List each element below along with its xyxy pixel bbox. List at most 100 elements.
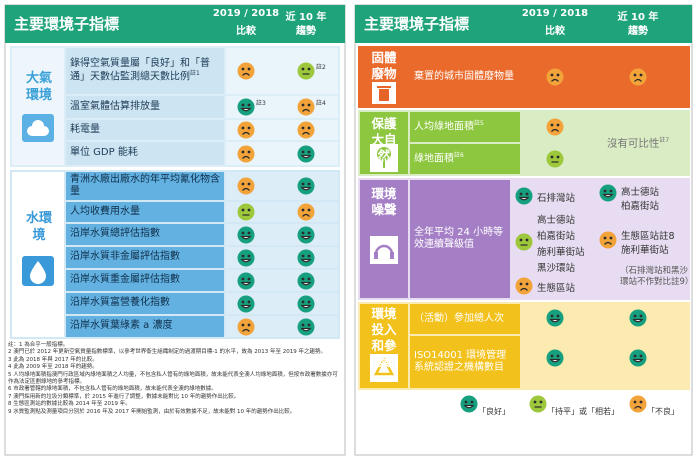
legend-label: 「良好」: [478, 407, 510, 416]
cell: [66, 48, 224, 94]
station: 施利華街站: [621, 245, 669, 256]
station: 生態區站註8: [621, 231, 675, 242]
face: [297, 249, 315, 266]
note-ref: 註3: [256, 100, 266, 107]
face: [237, 272, 255, 289]
row-text: 單位 GDP 能耗: [70, 147, 138, 159]
trend-span: 沒有可比性註7: [598, 134, 678, 151]
row-text-wrap: 單位 GDP 能耗: [70, 147, 138, 160]
face: [237, 145, 255, 162]
cell: [66, 96, 224, 118]
legend-label: 「不良」: [647, 407, 679, 416]
row-text-wrap: 沿岸水質非金屬評估指數: [70, 251, 180, 264]
note: 5 人均綠地面積指澳門行政區域內綠地面積之人均量，不包含私人管有的綠地面積，故未…: [8, 371, 338, 386]
row-text-wrap: 棄置的城市固體廢物量: [414, 71, 514, 84]
row-text: 全年平均 24 小時等效連續聲級值: [414, 226, 504, 251]
row-text-wrap: 綠地面積註6: [414, 152, 464, 166]
header-compare-sub: 比較: [545, 26, 565, 37]
header-title: 主要環境子指標: [364, 15, 470, 33]
row-text: 沿岸水質重金屬評估指數: [70, 274, 180, 286]
face: [460, 395, 478, 413]
face: [546, 309, 564, 327]
header-trend: 近 10 年: [285, 12, 327, 23]
row-label: 錄得空氣質量屬「良好」和「普通」天數佔監測總天數比例註1: [66, 48, 224, 94]
face: [629, 349, 647, 367]
note: 8 生態區測站的數據比較為 2014 年至 2019 年。: [8, 401, 131, 408]
face: [237, 62, 255, 80]
face: [546, 349, 564, 367]
face: [529, 395, 547, 413]
section-label: 保護大自然: [371, 116, 397, 163]
face: [237, 203, 255, 221]
trend-remark: （石排灣站和黑沙環站不作對比註9）: [620, 266, 694, 287]
face: [629, 395, 647, 413]
row-label: ISO14001 環境管理系統認證之機構數目: [410, 336, 520, 388]
row-text: （活動）參加總人次: [414, 312, 504, 324]
row-text-wrap: 青洲水廠出廠水的年平均氰化物含量: [70, 174, 220, 199]
row-label: 耗電量: [66, 120, 224, 140]
face: [237, 318, 255, 335]
notes: 註：1 為合乎一般指標。 2 澳門已於 2012 年更新空氣質量指數標準，以參考世…: [8, 342, 342, 416]
trend-span-text: 沒有可比性: [606, 137, 660, 150]
section-label: 大氣環境: [25, 71, 52, 103]
face: [515, 277, 533, 295]
face: [237, 177, 255, 195]
row-text-wrap: 人均綠地面積註5: [414, 120, 484, 134]
row-text: 人均綠地面積: [414, 121, 474, 133]
row-text: 綠地面積: [414, 153, 454, 165]
face: [546, 118, 564, 136]
row-label: 全年平均 24 小時等效連續聲級值: [410, 180, 510, 298]
note-ref: 註1: [190, 70, 200, 78]
face: [546, 68, 564, 86]
note: 6 市政署管轄的綠地面積，不包含私人管有的綠地面積，故未能代表全澳的綠地數據。: [8, 386, 217, 393]
legend-label: 「持平」或「相若」: [547, 407, 619, 416]
row-text-wrap: 沿岸水質富營養化指數: [70, 297, 170, 310]
station: 石排灣站: [537, 193, 576, 204]
station: 生態區站: [537, 283, 576, 294]
row-text: 錄得空氣質量屬「良好」和「普通」天數佔監測總天數比例: [70, 57, 210, 83]
section-label: 環境投入和參與: [371, 306, 397, 369]
cell: [410, 336, 520, 388]
row-text-wrap: 溫室氣體估算排放量: [70, 101, 160, 114]
section-label: 固體廢物: [371, 50, 397, 81]
cell: [66, 247, 224, 268]
row-text-wrap: ISO14001 環境管理系統認證之機構數目: [414, 350, 516, 375]
row-label: 單位 GDP 能耗: [66, 142, 224, 165]
note: 7 澳門採用新的垃圾分類標準，於 2015 年進行了調整，數據未能對比 10 年…: [8, 393, 240, 400]
row-text-wrap: 錄得空氣質量屬「良好」和「普通」天數佔監測總天數比例註1: [70, 58, 220, 84]
cell: [66, 120, 224, 140]
note-ref: 註7: [659, 137, 670, 144]
cell: [410, 144, 520, 174]
row-label: 人均綠地面積註5: [410, 112, 520, 142]
row-label: 沿岸水質非金屬評估指數: [66, 247, 224, 268]
row-text: 溫室氣體估算排放量: [70, 100, 160, 112]
row-label: 沿岸水質葉綠素 a 濃度: [66, 316, 224, 337]
note: 3 此為 2018 年與 2017 年的比較。: [8, 356, 98, 363]
face: [599, 231, 617, 249]
cell: [66, 293, 224, 314]
face: [297, 98, 315, 116]
header-trend: 近 10 年: [617, 12, 659, 23]
row-text-wrap: 耗電量: [70, 124, 100, 137]
face: [599, 184, 617, 202]
row-text: 青洲水廠出廠水的年平均氰化物含量: [70, 173, 220, 198]
face: [297, 62, 315, 80]
row-text: 耗電量: [70, 123, 100, 135]
row-text-wrap: 沿岸水質總評估指數: [70, 228, 160, 241]
header-compare: 2019 / 2018: [521, 8, 589, 19]
row-label: （活動）參加總人次: [410, 304, 520, 334]
row-label: 沿岸水質富營養化指數: [66, 293, 224, 314]
face: [515, 233, 533, 251]
row-text: 沿岸水質富營養化指數: [70, 297, 170, 309]
header-title: 主要環境子指標: [14, 15, 120, 33]
section-label: 水環境: [25, 211, 52, 243]
row-text: 沿岸水質葉綠素 a 濃度: [70, 320, 173, 332]
face: [297, 318, 315, 335]
station: 柏嘉街站: [537, 231, 576, 242]
face: [297, 272, 315, 289]
row-label: 沿岸水質總評估指數: [66, 224, 224, 245]
row-text: 沿岸水質非金屬評估指數: [70, 251, 180, 263]
cell: [410, 304, 520, 334]
face: [297, 226, 315, 243]
